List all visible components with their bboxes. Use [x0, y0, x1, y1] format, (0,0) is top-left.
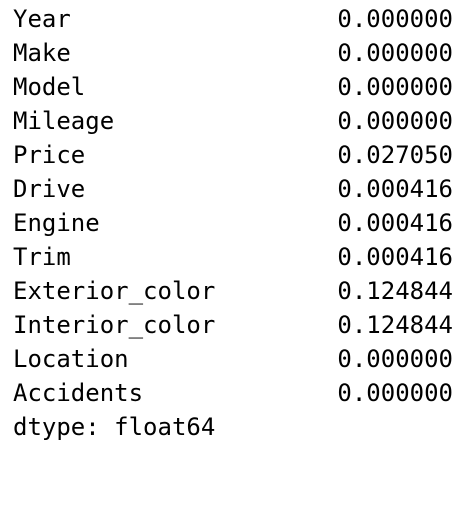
row-label: Exterior_color: [13, 277, 216, 305]
row-label: Price: [13, 141, 86, 169]
row-label: Model: [13, 73, 86, 101]
row-value: 0.124844: [337, 311, 453, 339]
series-row-mileage: Mileage 0.000000: [13, 104, 453, 138]
series-row-price: Price 0.027050: [13, 138, 453, 172]
row-value: 0.000000: [337, 379, 453, 407]
series-row-engine: Engine 0.000416: [13, 206, 453, 240]
series-row-drive: Drive 0.000416: [13, 172, 453, 206]
row-value: 0.124844: [337, 277, 453, 305]
series-row-make: Make 0.000000: [13, 36, 453, 70]
series-row-exterior-color: Exterior_color 0.124844: [13, 274, 453, 308]
row-value: 0.000416: [337, 175, 453, 203]
row-label: Drive: [13, 175, 86, 203]
row-label: Make: [13, 39, 71, 67]
series-row-location: Location 0.000000: [13, 342, 453, 376]
row-label: Year: [13, 5, 71, 33]
row-value: 0.000416: [337, 209, 453, 237]
row-label: Accidents: [13, 379, 144, 407]
row-value: 0.000000: [337, 73, 453, 101]
series-row-interior-color: Interior_color 0.124844: [13, 308, 453, 342]
row-value: 0.000416: [337, 243, 453, 271]
series-row-model: Model 0.000000: [13, 70, 453, 104]
row-label: Location: [13, 345, 129, 373]
row-label: Trim: [13, 243, 71, 271]
row-value: 0.000000: [337, 107, 453, 135]
row-value: 0.000000: [337, 5, 453, 33]
row-label: Interior_color: [13, 311, 216, 339]
dtype-line: dtype: float64: [13, 413, 216, 441]
row-label: Engine: [13, 209, 100, 237]
series-row-year: Year 0.000000: [13, 2, 453, 36]
series-output: Year 0.000000 Make 0.000000 Model 0.0000…: [13, 2, 453, 444]
row-label: Mileage: [13, 107, 115, 135]
row-value: 0.000000: [337, 345, 453, 373]
series-row-trim: Trim 0.000416: [13, 240, 453, 274]
series-row-accidents: Accidents 0.000000: [13, 376, 453, 410]
row-value: 0.000000: [337, 39, 453, 67]
row-value: 0.027050: [337, 141, 453, 169]
